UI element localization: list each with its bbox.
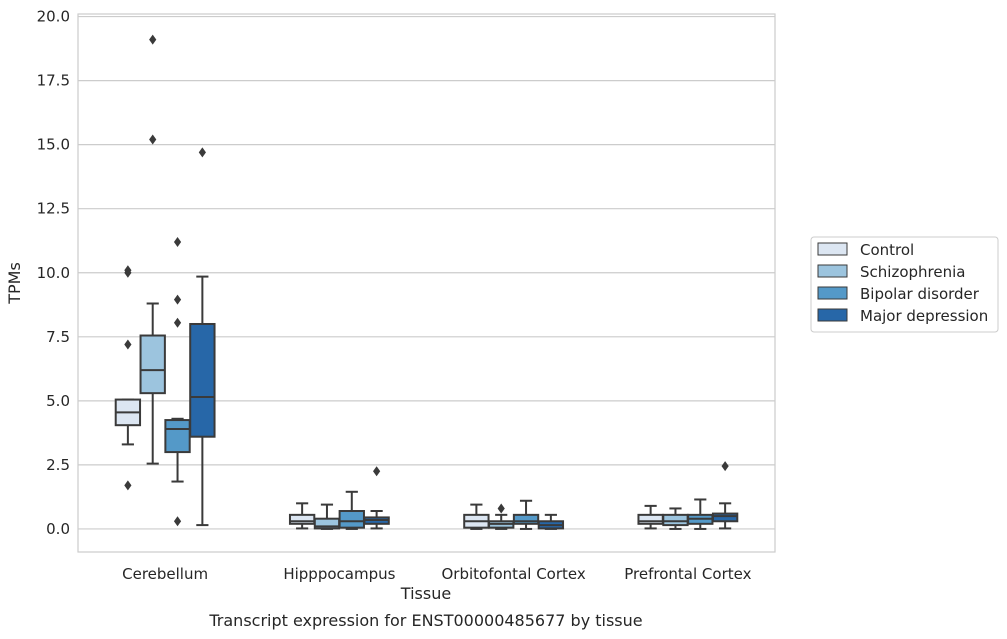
outlier-point (173, 237, 182, 248)
box-group (114, 265, 142, 491)
x-tick-label: Hipppocampus (283, 565, 395, 583)
box-group (463, 503, 490, 530)
outlier-point (173, 294, 182, 305)
y-tick-label: 10.0 (37, 264, 70, 282)
box-iqr (662, 513, 689, 527)
outlier-point (149, 134, 157, 145)
outlier-point (149, 34, 157, 45)
box-group (338, 490, 365, 530)
box-group (488, 503, 515, 530)
legend-swatch (817, 264, 848, 278)
x-tick-label: Orbitofontal Cortex (442, 565, 586, 583)
legend-swatch (817, 286, 848, 300)
box-group (164, 237, 191, 527)
box-group (637, 504, 664, 530)
box-group (687, 498, 714, 530)
box-group (313, 503, 341, 530)
outlier-point (173, 317, 182, 328)
outlier-point (124, 339, 132, 350)
chart-caption: Transcript expression for ENST0000048567… (208, 611, 642, 630)
box-iqr (189, 322, 216, 438)
box-iqr (139, 334, 166, 395)
box-iqr (512, 513, 540, 525)
box-iqr (288, 513, 316, 525)
y-tick-label: 7.5 (46, 328, 70, 346)
y-tick-label: 15.0 (37, 136, 70, 154)
outlier-point (721, 461, 729, 472)
box-group (512, 499, 540, 530)
outlier-point (373, 466, 381, 477)
legend-label: Bipolar disorder (860, 285, 980, 303)
outlier-point (497, 503, 505, 514)
legend-label: Major depression (860, 307, 988, 325)
box-group (139, 34, 166, 465)
y-tick-label: 2.5 (46, 456, 70, 474)
y-axis-label: TPMs (5, 262, 24, 305)
y-tick-label: 12.5 (37, 200, 70, 218)
x-tick-labels: Cerebellum Hipppocampus Orbitofontal Corte… (122, 565, 751, 583)
legend-swatch (817, 242, 848, 256)
x-axis-label: Tissue (400, 584, 451, 603)
legend-label: Schizophrenia (860, 263, 965, 281)
box-iqr (338, 510, 365, 529)
box-group (288, 502, 316, 530)
box-layer (114, 34, 739, 530)
y-tick-label: 20.0 (37, 8, 70, 26)
legend-label: Control (860, 241, 914, 259)
x-tick-label: Cerebellum (122, 565, 208, 583)
outlier-point (198, 147, 206, 158)
outlier-point (124, 265, 132, 276)
legend-frame (810, 236, 999, 333)
box-group (662, 507, 689, 530)
x-tick-label: Prefrontal Cortex (624, 565, 751, 583)
y-tick-label: 0.0 (46, 520, 70, 538)
box-iqr (164, 419, 191, 454)
box-group (711, 461, 739, 530)
box-iqr (637, 513, 664, 525)
outlier-point (124, 480, 132, 491)
box-group (189, 147, 216, 527)
box-group (363, 466, 390, 530)
y-tick-label: 17.5 (37, 72, 70, 90)
legend: Control Schizophrenia Bipolar disorder Majo… (810, 236, 999, 333)
box-iqr (711, 512, 739, 523)
y-tick-label: 5.0 (46, 392, 70, 410)
outlier-point (173, 516, 182, 527)
y-tick-labels: 0.0 2.5 5.0 7.5 10.0 12.5 15.0 17.5 20.0 (37, 8, 70, 538)
plot-area-frame (77, 13, 776, 553)
legend-swatch (817, 308, 848, 322)
box-group (537, 513, 565, 530)
